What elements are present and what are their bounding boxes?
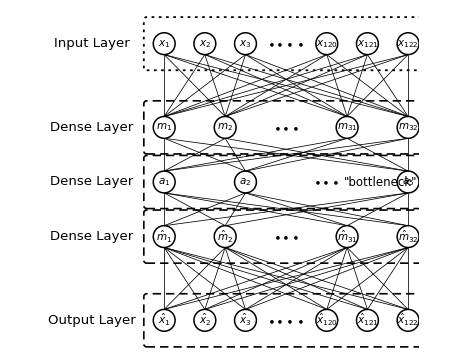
Circle shape	[235, 309, 256, 331]
Circle shape	[235, 33, 256, 55]
Text: $\hat{x}_{122}$: $\hat{x}_{122}$	[397, 312, 419, 328]
Text: Output Layer: Output Layer	[47, 314, 135, 327]
Text: $\hat{m}_{32}$: $\hat{m}_{32}$	[398, 229, 419, 245]
Circle shape	[153, 226, 175, 248]
Circle shape	[153, 171, 175, 193]
Circle shape	[316, 309, 337, 331]
Text: $a_1$: $a_1$	[158, 176, 170, 188]
Circle shape	[316, 33, 337, 55]
Text: $a_2$: $a_2$	[239, 176, 252, 188]
Text: $\bullet\!\bullet\!\bullet$: $\bullet\!\bullet\!\bullet$	[273, 230, 300, 243]
Text: $x_3$: $x_3$	[239, 38, 252, 50]
Circle shape	[397, 116, 419, 138]
Circle shape	[194, 33, 216, 55]
Text: $\bullet\!\bullet\!\bullet$: $\bullet\!\bullet\!\bullet$	[273, 121, 300, 134]
Circle shape	[397, 171, 419, 193]
Circle shape	[153, 309, 175, 331]
Text: Dense Layer: Dense Layer	[50, 230, 133, 243]
Circle shape	[153, 116, 175, 138]
Text: $\bullet\!\bullet\!\bullet$: $\bullet\!\bullet\!\bullet$	[313, 175, 340, 189]
Text: $x_{122}$: $x_{122}$	[397, 38, 419, 50]
Text: $\hat{m}_1$: $\hat{m}_1$	[156, 229, 172, 245]
Text: $x_1$: $x_1$	[158, 38, 170, 50]
Text: $\bullet\!\bullet\!\bullet\!\bullet$: $\bullet\!\bullet\!\bullet\!\bullet$	[267, 314, 305, 327]
Circle shape	[397, 33, 419, 55]
Text: Dense Layer: Dense Layer	[50, 175, 133, 189]
Text: $\hat{x}_{120}$: $\hat{x}_{120}$	[316, 312, 338, 328]
Circle shape	[397, 309, 419, 331]
Circle shape	[194, 309, 216, 331]
Text: $x_{121}$: $x_{121}$	[356, 38, 378, 50]
Text: $\bullet\!\bullet\!\bullet\!\bullet$: $\bullet\!\bullet\!\bullet\!\bullet$	[267, 37, 305, 50]
Text: Input Layer: Input Layer	[54, 37, 129, 50]
Circle shape	[356, 309, 378, 331]
Circle shape	[356, 33, 378, 55]
Text: $\hat{x}_{121}$: $\hat{x}_{121}$	[356, 312, 378, 328]
Text: "bottleneck": "bottleneck"	[344, 175, 417, 189]
Text: Dense Layer: Dense Layer	[50, 121, 133, 134]
Circle shape	[336, 226, 358, 248]
Text: $\hat{x}_3$: $\hat{x}_3$	[239, 312, 252, 328]
Circle shape	[214, 116, 236, 138]
Text: $m_{32}$: $m_{32}$	[398, 122, 419, 133]
Circle shape	[153, 33, 175, 55]
Text: $x_2$: $x_2$	[199, 38, 211, 50]
Circle shape	[214, 226, 236, 248]
Circle shape	[336, 116, 358, 138]
Circle shape	[235, 171, 256, 193]
Text: $m_{31}$: $m_{31}$	[337, 122, 357, 133]
Text: $x_{120}$: $x_{120}$	[316, 38, 337, 50]
Text: $\hat{x}_1$: $\hat{x}_1$	[158, 312, 171, 328]
Text: $\hat{m}_2$: $\hat{m}_2$	[217, 229, 233, 245]
Circle shape	[397, 226, 419, 248]
Text: $m_1$: $m_1$	[156, 122, 172, 133]
Text: $a_5$: $a_5$	[402, 176, 414, 188]
Text: $\hat{x}_2$: $\hat{x}_2$	[199, 312, 211, 328]
Text: $\hat{m}_{31}$: $\hat{m}_{31}$	[337, 229, 357, 245]
Text: $m_2$: $m_2$	[217, 122, 233, 133]
